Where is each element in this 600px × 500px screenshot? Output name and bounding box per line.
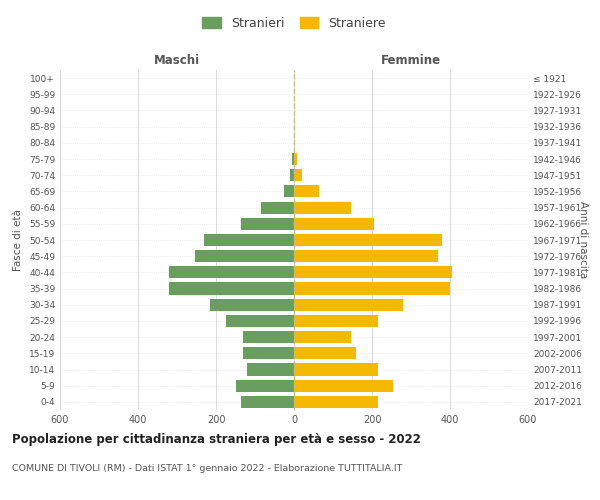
Bar bbox=[294, 298, 403, 311]
Bar bbox=[294, 331, 350, 343]
Y-axis label: Anni di nascita: Anni di nascita bbox=[578, 202, 587, 278]
Bar bbox=[294, 169, 302, 181]
Bar bbox=[261, 202, 294, 213]
Bar bbox=[292, 153, 294, 165]
Bar bbox=[241, 396, 294, 408]
Text: Maschi: Maschi bbox=[154, 54, 200, 67]
Text: Popolazione per cittadinanza straniera per età e sesso - 2022: Popolazione per cittadinanza straniera p… bbox=[12, 432, 421, 446]
Bar bbox=[204, 234, 294, 246]
Bar bbox=[294, 266, 452, 278]
Bar bbox=[169, 282, 294, 294]
Bar bbox=[294, 186, 319, 198]
Bar bbox=[294, 250, 438, 262]
Text: COMUNE DI TIVOLI (RM) - Dati ISTAT 1° gennaio 2022 - Elaborazione TUTTITALIA.IT: COMUNE DI TIVOLI (RM) - Dati ISTAT 1° ge… bbox=[12, 464, 403, 473]
Legend: Stranieri, Straniere: Stranieri, Straniere bbox=[202, 16, 386, 30]
Bar bbox=[241, 218, 294, 230]
Bar bbox=[294, 396, 378, 408]
Bar bbox=[294, 348, 356, 360]
Bar bbox=[169, 266, 294, 278]
Bar bbox=[194, 250, 294, 262]
Bar bbox=[210, 298, 294, 311]
Bar bbox=[294, 282, 450, 294]
Y-axis label: Fasce di età: Fasce di età bbox=[13, 209, 23, 271]
Bar bbox=[294, 315, 378, 327]
Bar bbox=[294, 153, 297, 165]
Bar bbox=[247, 364, 294, 376]
Bar bbox=[294, 218, 374, 230]
Bar bbox=[294, 380, 394, 392]
Bar bbox=[294, 202, 350, 213]
Text: Femmine: Femmine bbox=[381, 54, 441, 67]
Bar bbox=[284, 186, 294, 198]
Bar bbox=[294, 364, 378, 376]
Bar bbox=[244, 331, 294, 343]
Bar bbox=[290, 169, 294, 181]
Bar bbox=[226, 315, 294, 327]
Bar bbox=[244, 348, 294, 360]
Bar bbox=[294, 234, 442, 246]
Bar bbox=[235, 380, 294, 392]
